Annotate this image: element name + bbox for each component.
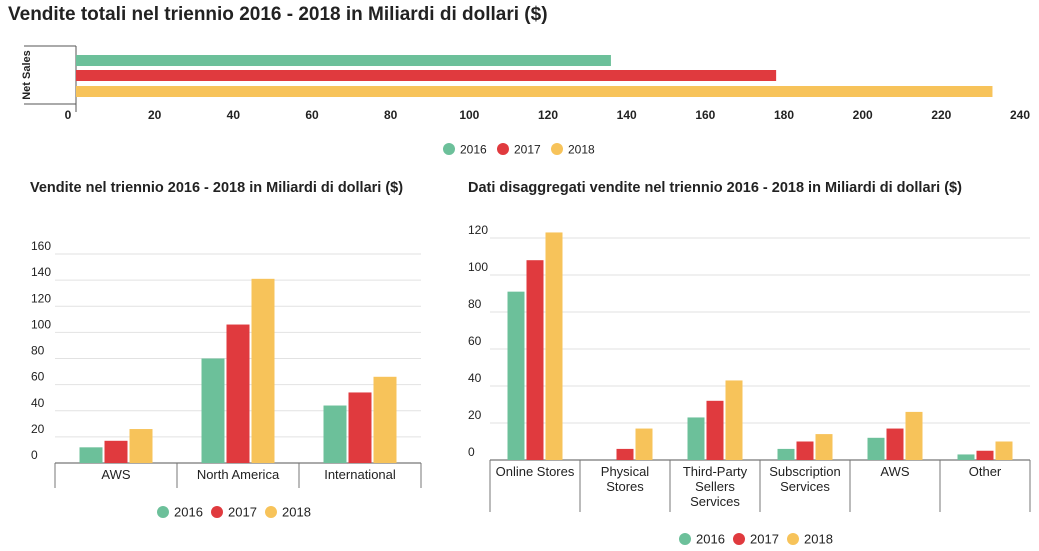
x-tick-label: 0 (65, 108, 72, 122)
bar-2018 (995, 441, 1013, 460)
bar-2018 (815, 434, 833, 460)
bar-2016 (957, 454, 975, 460)
bar-2018 (129, 429, 153, 463)
y-tick-label: 20 (31, 422, 45, 436)
legend-label-2016: 2016 (460, 143, 487, 157)
category-label: Sellers (695, 479, 735, 494)
bar-2016 (76, 55, 611, 66)
bar-2017 (104, 440, 128, 463)
y-tick-label: 120 (468, 223, 488, 237)
y-axis-label: Net Sales (21, 50, 33, 100)
category-label: Stores (606, 479, 644, 494)
y-tick-label: 80 (31, 344, 45, 358)
bar-2017 (76, 70, 777, 81)
x-tick-label: 60 (305, 108, 319, 122)
y-tick-label: 140 (31, 265, 51, 279)
top-bar-chart: Net Sales 0 20 40 60 80 100 120 140 160 180 200 220 2… (21, 45, 1030, 157)
y-tick-label: 0 (31, 448, 38, 462)
legend-marker-2016 (443, 143, 455, 155)
page-title: Vendite totali nel triennio 2016 - 2018 … (8, 4, 548, 25)
y-tick-label: 100 (468, 260, 488, 274)
x-tick-label: 40 (227, 108, 241, 122)
bar-2017 (616, 448, 634, 460)
category-label: North America (197, 467, 280, 482)
x-tick-label: 200 (853, 108, 873, 122)
legend-label-2018: 2018 (282, 505, 311, 520)
y-tick-label: 60 (31, 370, 45, 384)
legend-label-2017: 2017 (228, 505, 257, 520)
category-label: Online Stores (496, 464, 575, 479)
legend-label-2017: 2017 (750, 532, 779, 547)
y-tick-label: 40 (468, 371, 482, 385)
category-label: AWS (101, 467, 130, 482)
y-tick-label: 40 (31, 396, 45, 410)
category-label: Services (780, 479, 830, 494)
left-chart-title: Vendite nel triennio 2016 - 2018 in Mili… (30, 180, 404, 196)
bar-2016 (777, 448, 795, 460)
bar-2016 (507, 291, 525, 460)
bar-2018 (725, 380, 743, 460)
legend-marker-2018 (551, 143, 563, 155)
bar-2016 (201, 358, 225, 463)
legend-label-2017: 2017 (514, 143, 541, 157)
x-tick-label: 120 (538, 108, 558, 122)
bar-2018 (545, 232, 563, 460)
legend-marker-2016 (157, 506, 169, 518)
bar-2017 (526, 260, 544, 460)
category-label: Services (690, 494, 740, 509)
category-label: Third-Party (683, 464, 748, 479)
bar-2017 (796, 441, 814, 460)
legend-marker-2018 (787, 533, 799, 545)
bar-2016 (687, 417, 705, 460)
y-tick-label: 80 (468, 297, 482, 311)
legend-label-2018: 2018 (568, 143, 595, 157)
legend-marker-2017 (497, 143, 509, 155)
bar-2018 (76, 86, 993, 97)
y-tick-label: 120 (31, 291, 51, 305)
y-tick-label: 100 (31, 317, 51, 331)
x-tick-label: 240 (1010, 108, 1030, 122)
x-tick-label: 160 (695, 108, 715, 122)
bar-2017 (348, 392, 372, 463)
legend-label-2016: 2016 (696, 532, 725, 547)
bar-2016 (323, 405, 347, 463)
legend-marker-2016 (679, 533, 691, 545)
legend-label-2016: 2016 (174, 505, 203, 520)
x-tick-label: 100 (459, 108, 479, 122)
legend-label-2018: 2018 (804, 532, 833, 547)
bar-2018 (373, 376, 397, 463)
bar-2017 (976, 450, 994, 460)
legend-marker-2018 (265, 506, 277, 518)
right-chart-title: Dati disaggregati vendite nel triennio 2… (468, 180, 962, 196)
x-tick-label: 180 (774, 108, 794, 122)
legend-marker-2017 (211, 506, 223, 518)
bar-2017 (886, 428, 904, 460)
category-label: Other (969, 464, 1002, 479)
y-tick-label: 160 (31, 239, 51, 253)
bar-2016 (79, 447, 103, 463)
category-label: International (324, 467, 396, 482)
category-label: AWS (880, 464, 909, 479)
x-tick-label: 140 (617, 108, 637, 122)
legend-marker-2017 (733, 533, 745, 545)
y-tick-label: 0 (468, 445, 475, 459)
bar-2018 (905, 411, 923, 460)
x-tick-label: 20 (148, 108, 162, 122)
bar-2018 (635, 428, 653, 460)
y-tick-label: 60 (468, 334, 482, 348)
y-tick-label: 20 (468, 408, 482, 422)
x-tick-label: 220 (931, 108, 951, 122)
bar-2018 (251, 278, 275, 463)
category-label: Subscription (769, 464, 841, 479)
bar-2017 (706, 400, 724, 460)
x-tick-label: 80 (384, 108, 398, 122)
category-label: Physical (601, 464, 650, 479)
bar-2017 (226, 324, 250, 463)
bar-2016 (867, 437, 885, 460)
